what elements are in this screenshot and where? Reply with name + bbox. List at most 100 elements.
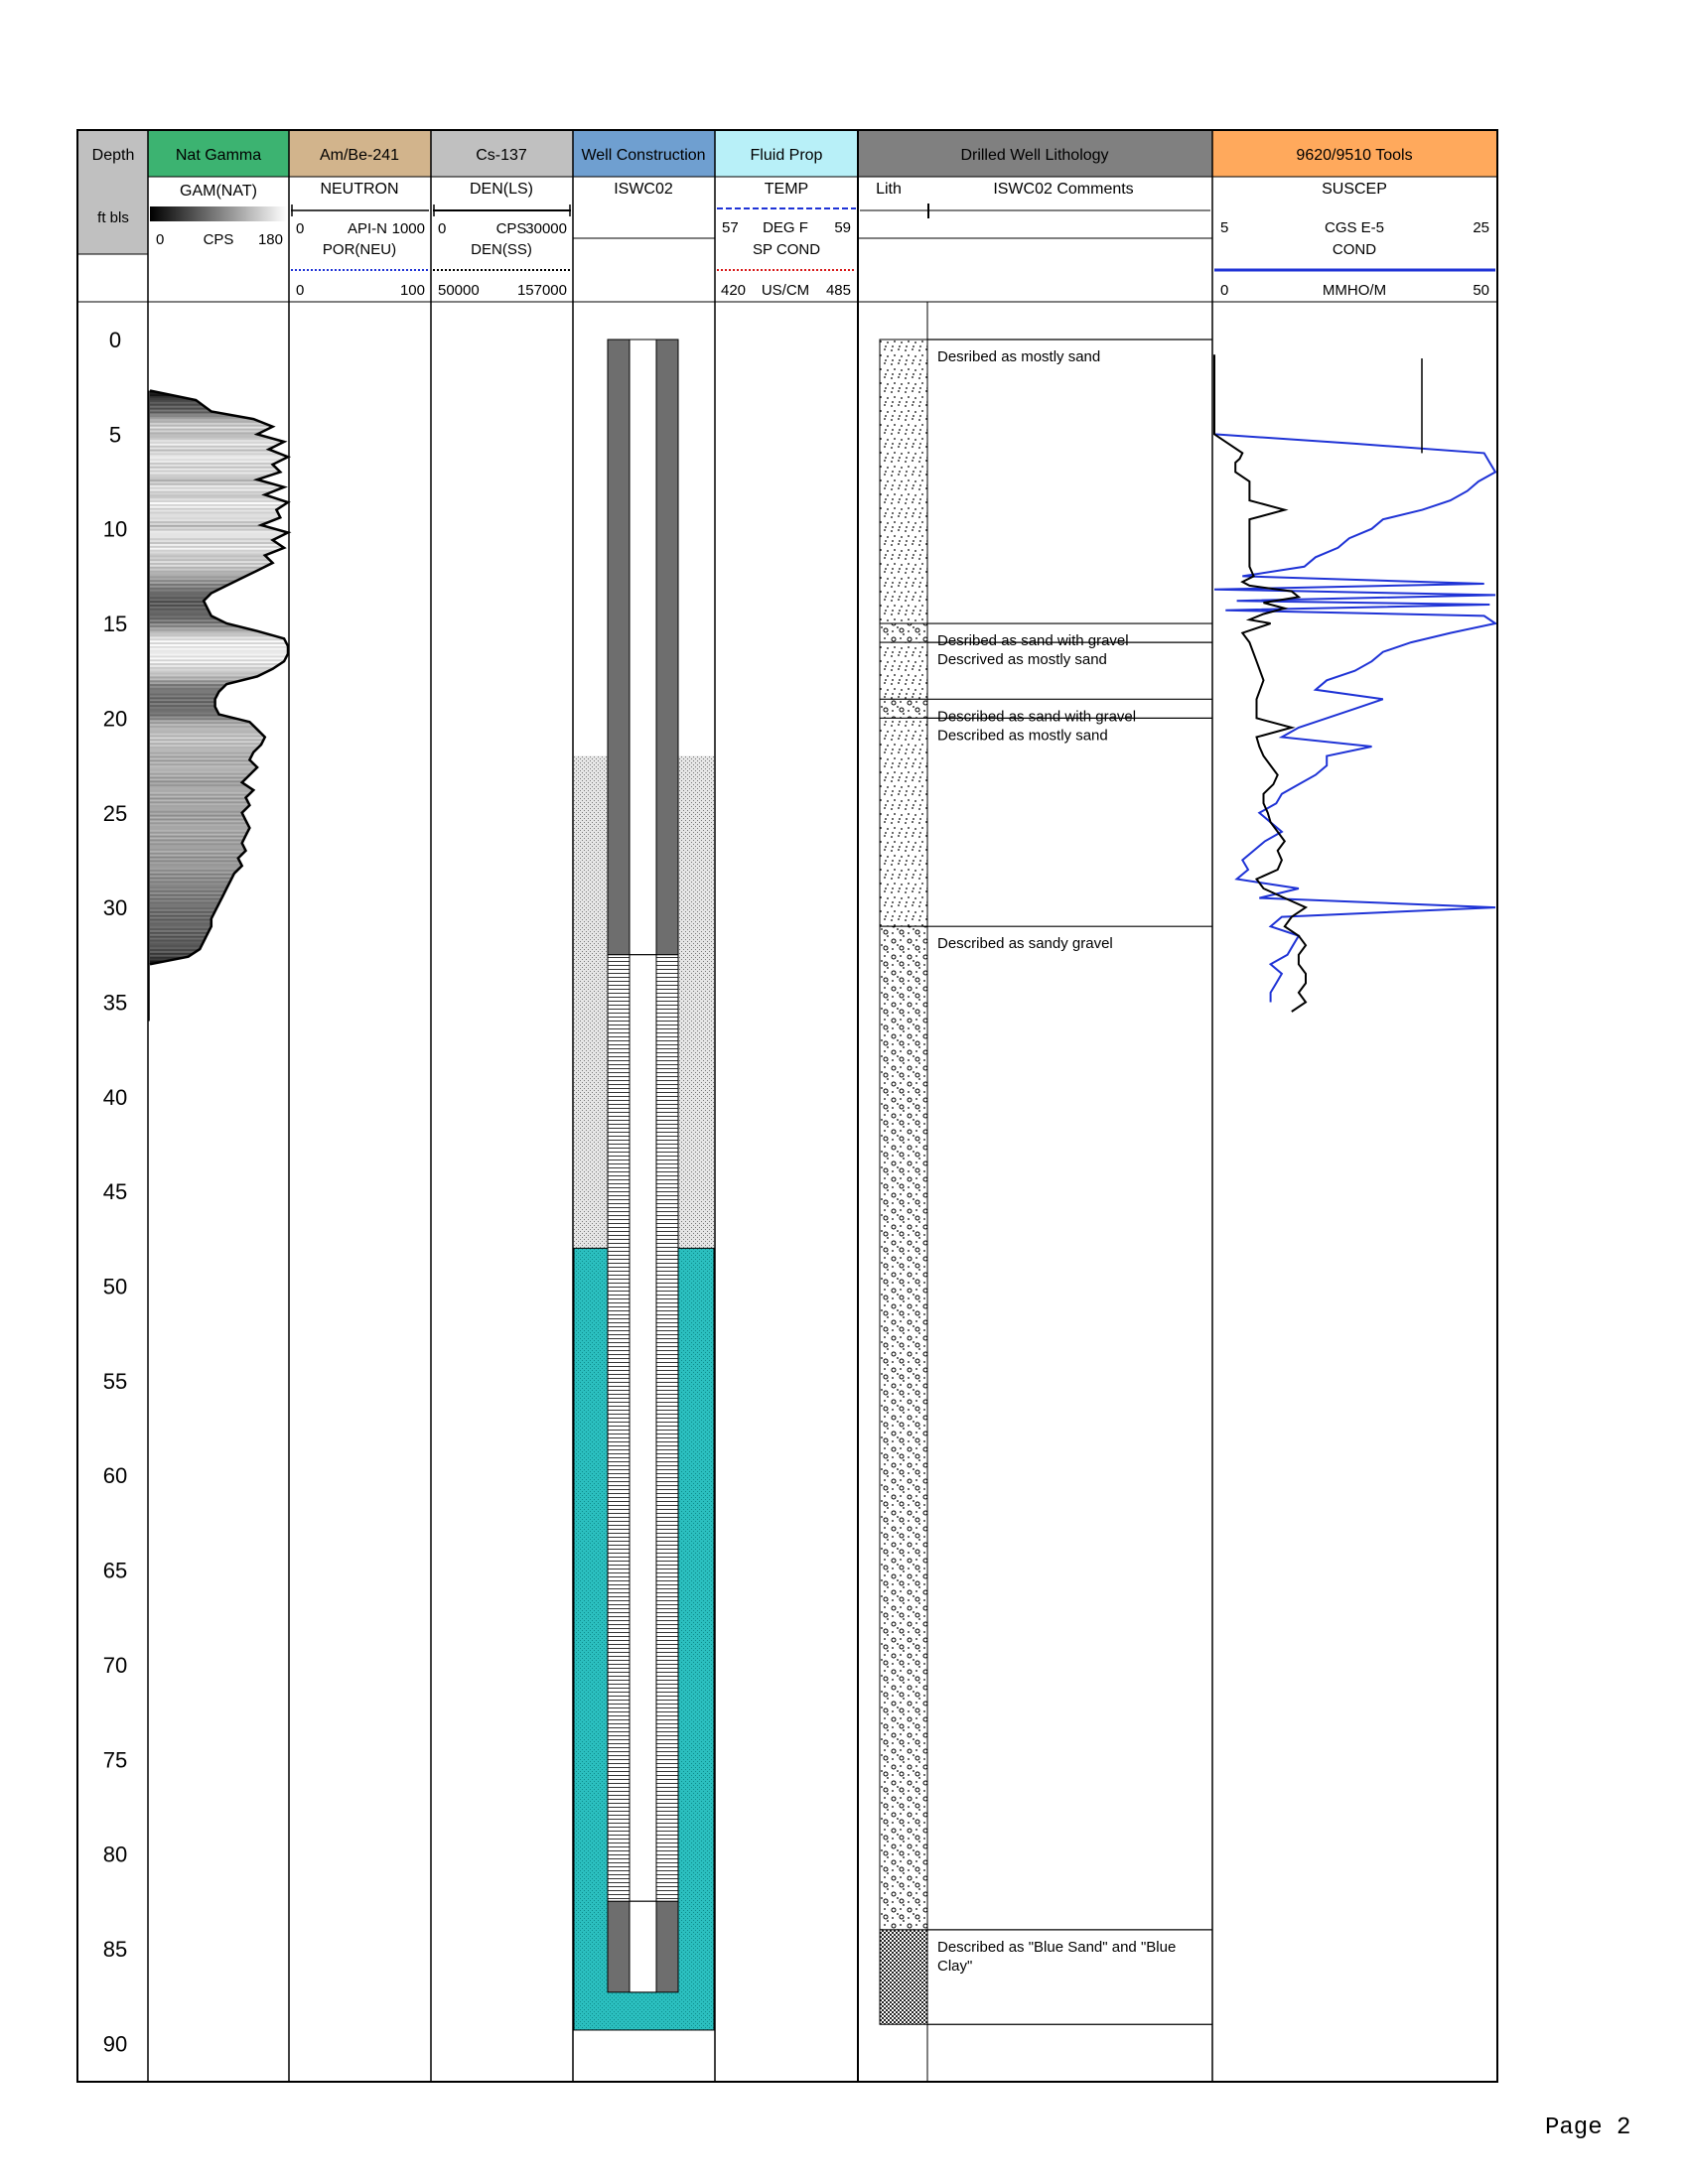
depth-tick-label: 15 [103,612,127,636]
gamma-band [150,835,288,839]
lithology-column: Desribed as mostly sand Desribed as sand … [879,339,1212,2025]
gamma-band [150,843,288,846]
neutron-title: Am/Be-241 [320,147,399,164]
gamma-band [150,576,288,579]
lith-comment: Described as sand with gravel [937,708,1136,725]
gamma-band [150,540,288,543]
gamma-band [150,564,288,568]
gamma-band [150,481,288,484]
gamma-band [150,570,288,574]
gamma-band [150,737,288,741]
gamma-band [150,718,288,721]
gamma-band [150,818,288,822]
gamma-band [150,653,288,657]
depth-tick-label: 60 [103,1463,127,1488]
fluid-mnemonic: TEMP [765,181,808,198]
gamma-band [150,625,288,628]
gamma-band [150,895,288,899]
gamma-band [150,628,288,632]
gamma-band [150,453,288,456]
gamma-band [150,812,288,816]
gamma-band [150,768,288,772]
gamma-band [150,455,288,458]
gamma-band [150,837,288,841]
gamma-band [150,676,288,679]
gamma-band [150,476,288,478]
gamma-band [150,655,288,659]
gamma-band [150,659,288,662]
gamma-band [150,626,288,630]
gamma-band [150,860,288,863]
gamma-curve [149,389,292,966]
gamma-band [150,828,288,831]
depth-tick-label: 90 [103,2031,127,2056]
gamma-band [150,833,288,837]
gamma-band [150,442,288,445]
depth-tick-label: 35 [103,990,127,1015]
gamma-band [150,729,288,733]
gamma-band [150,788,288,791]
gamma-band [150,761,288,764]
lith-unit [879,698,928,719]
gamma-band [150,542,288,545]
gamma-band [150,810,288,814]
fluid-scale-unit: DEG F [763,219,808,236]
gamma-band [150,515,288,518]
tools-scale-right: 25 [1473,219,1489,236]
gamma-band [150,449,288,453]
gamma-title: Nat Gamma [176,147,261,164]
gamma-band [150,649,288,653]
gamma-band [150,502,288,505]
gamma-band [150,797,288,801]
neutron-header-bg [289,130,431,177]
gamma-band [150,847,288,850]
gamma-band [150,839,288,842]
gamma-band [150,680,288,683]
lith-unit [879,925,928,1931]
gamma-band [150,534,288,537]
construction-title: Well Construction [581,147,705,164]
tools-scale-left: 5 [1220,219,1228,236]
gamma-band [150,868,288,871]
fluid-header-bg [715,130,858,177]
gamma-band [150,470,288,474]
gamma-band [150,559,288,562]
depth-tick-label: 0 [109,328,121,352]
gamma-band [150,578,288,581]
gamma-band [150,791,288,795]
depth-tick-label: 5 [109,422,121,447]
gamma-band [150,891,288,895]
gamma-log [148,389,292,1022]
gamma-band [150,881,288,884]
gamma-band [150,645,288,649]
gamma-band [150,464,288,468]
fluid-scale-right: 59 [834,219,851,236]
lith-unit [879,622,928,643]
gamma-band [150,630,288,634]
gamma-band [150,873,288,877]
gamma-scale-unit: CPS [204,231,234,248]
gamma-band [150,795,288,799]
gamma-band [150,808,288,812]
depth-tick-label: 10 [103,517,127,542]
gamma-band [150,638,288,641]
gamma-scale-right: 180 [258,231,283,248]
gamma-band [150,750,288,753]
gamma-band [150,430,288,434]
gamma-band [150,793,288,797]
density-scale-unit: CPS [496,220,527,237]
gamma-band [150,889,288,893]
gamma-band [150,805,288,808]
depth-tick-label: 20 [103,706,127,731]
gamma-band [150,824,288,827]
gamma-band [150,544,288,547]
density-mnemonic: DEN(LS) [470,181,533,198]
fluid-scale2-left: 420 [721,282,746,299]
gamma-band [150,765,288,768]
gamma-band [150,511,288,515]
construction-header-bg [573,130,715,177]
gamma-band [150,632,288,636]
gamma-band [150,459,288,462]
tools-scale-unit: CGS E-5 [1325,219,1384,236]
